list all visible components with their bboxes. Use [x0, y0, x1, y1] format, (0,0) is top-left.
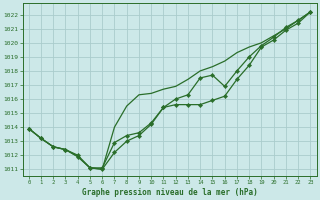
X-axis label: Graphe pression niveau de la mer (hPa): Graphe pression niveau de la mer (hPa) [82, 188, 258, 197]
